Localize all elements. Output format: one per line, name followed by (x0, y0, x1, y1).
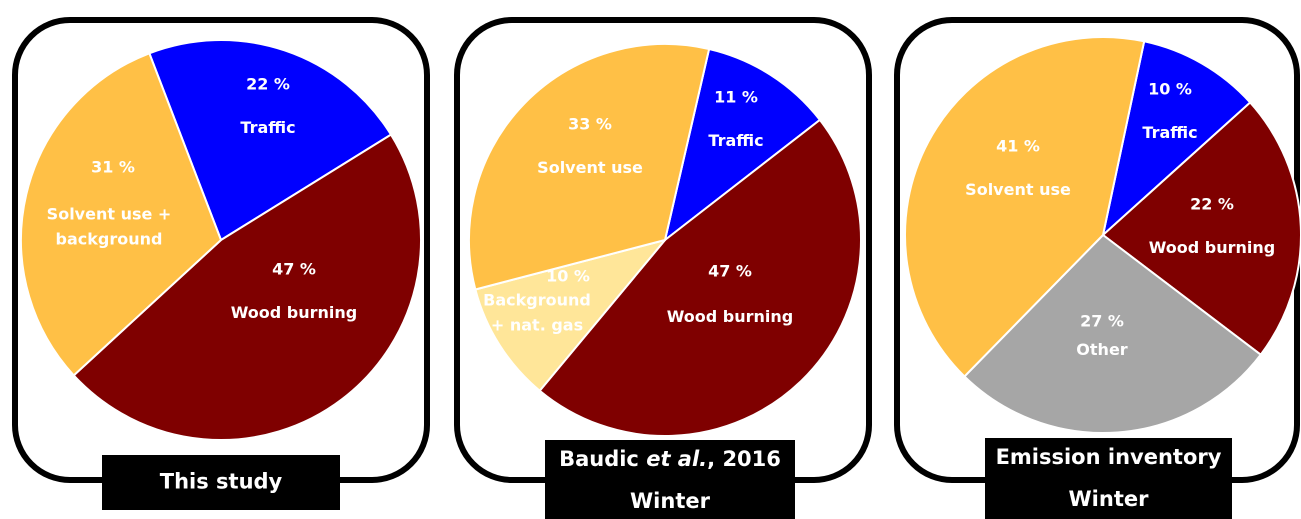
caption-run: Emission inventory (996, 445, 1222, 469)
caption-run: , 2016 (707, 447, 781, 471)
caption-box (545, 440, 795, 519)
pie-slice (468, 43, 711, 291)
category-label: Solvent use + background (47, 204, 172, 248)
value-label: 33 % (568, 115, 612, 134)
caption-run: et al. (646, 447, 707, 471)
value-label: 10 % (546, 267, 590, 286)
value-label: 47 % (272, 260, 316, 279)
pie-slice (1101, 40, 1252, 238)
value-label: 11 % (714, 88, 758, 107)
value-label: 47 % (708, 262, 752, 281)
category-label: Other (1076, 340, 1127, 359)
category-label: Wood burning (1149, 238, 1276, 257)
caption-title: This study (160, 470, 283, 494)
category-label: Traffic (240, 118, 295, 137)
pie-slice (72, 133, 422, 441)
category-label: Solvent use (537, 158, 643, 177)
value-label: 22 % (1190, 195, 1234, 214)
category-label: Solvent use (965, 180, 1071, 199)
value-label: 22 % (246, 75, 290, 94)
pie-slice (663, 47, 822, 243)
category-label: Background + nat. gas (483, 290, 591, 334)
value-label: 10 % (1148, 80, 1192, 99)
pie-slice (963, 233, 1263, 434)
caption-title: Baudic et al., 2016 (559, 447, 781, 471)
category-label: Wood burning (231, 303, 358, 322)
value-label: 41 % (996, 137, 1040, 156)
caption-box (102, 455, 340, 510)
pie-slice (538, 118, 862, 437)
pie-slice (20, 51, 223, 377)
value-label: 27 % (1080, 312, 1124, 331)
category-label: Wood burning (667, 307, 794, 326)
pie-slice (904, 36, 1146, 378)
caption-title: Emission inventory (996, 445, 1222, 469)
pie-slice (148, 39, 393, 242)
caption-box (985, 438, 1232, 519)
caption-subtitle: Winter (630, 489, 711, 513)
caption-subtitle: Winter (1069, 487, 1150, 511)
caption-run: Baudic (559, 447, 646, 471)
value-label: 31 % (91, 158, 135, 177)
caption-run: This study (160, 470, 283, 494)
category-label: Traffic (708, 131, 763, 150)
category-label: Traffic (1142, 123, 1197, 142)
